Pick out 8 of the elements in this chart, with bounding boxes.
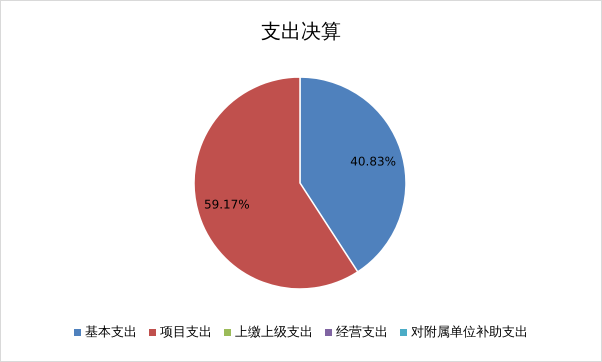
legend-label: 对附属单位补助支出 [411, 325, 528, 340]
legend-label: 上缴上级支出 [235, 325, 313, 340]
data-label: 59.17% [204, 198, 250, 212]
legend-label: 基本支出 [85, 325, 137, 340]
data-label: 40.83% [350, 154, 396, 168]
legend-label: 经营支出 [336, 325, 388, 340]
chart-title: 支出决算 [261, 19, 341, 43]
legend-label: 项目支出 [160, 325, 212, 340]
